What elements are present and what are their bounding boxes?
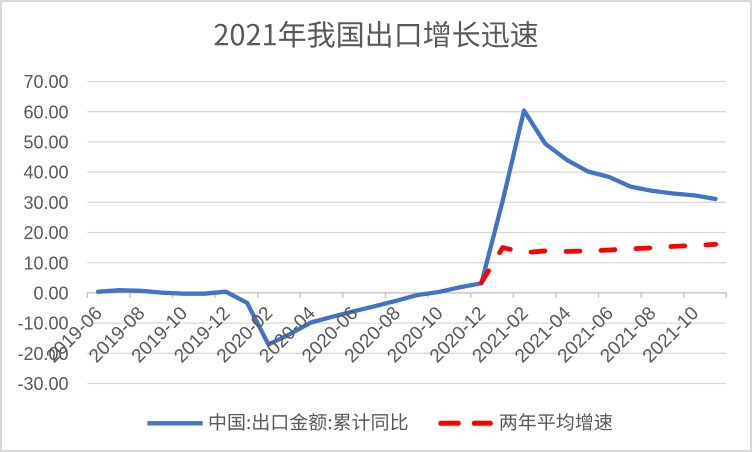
svg-text:60.00: 60.00: [23, 102, 68, 122]
svg-text:50.00: 50.00: [23, 133, 68, 153]
svg-text:40.00: 40.00: [23, 163, 68, 183]
svg-text:-10.00: -10.00: [17, 314, 68, 334]
svg-text:20.00: 20.00: [23, 223, 68, 243]
svg-text:70.00: 70.00: [23, 72, 68, 92]
svg-text:30.00: 30.00: [23, 193, 68, 213]
svg-text:0.00: 0.00: [33, 284, 68, 304]
svg-text:10.00: 10.00: [23, 253, 68, 273]
svg-text:-30.00: -30.00: [17, 374, 68, 394]
svg-text:-20.00: -20.00: [17, 344, 68, 364]
